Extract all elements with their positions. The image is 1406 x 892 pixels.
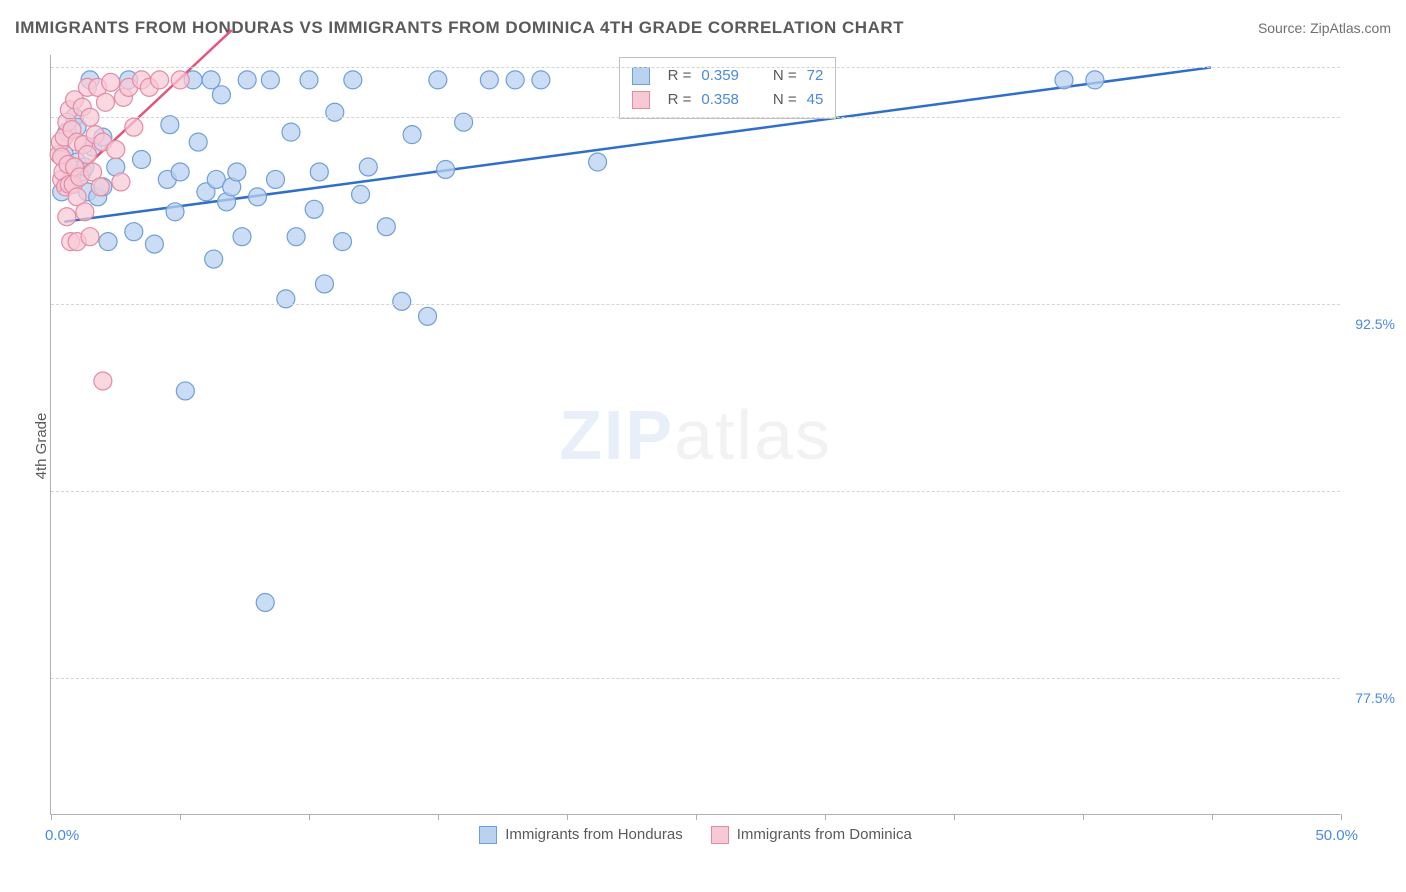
- scatter-point-honduras: [189, 133, 207, 151]
- scatter-point-honduras: [455, 113, 473, 131]
- scatter-point-honduras: [1086, 71, 1104, 89]
- r-value: 0.358: [701, 88, 739, 112]
- grid-line: [51, 491, 1340, 492]
- scatter-point-honduras: [506, 71, 524, 89]
- grid-line: [51, 67, 1340, 68]
- grid-line: [51, 117, 1340, 118]
- scatter-point-dominica: [76, 203, 94, 221]
- legend-label: Immigrants from Dominica: [737, 826, 912, 843]
- legend-swatch-dominica: [711, 826, 729, 844]
- x-axis-min-label: 0.0%: [45, 827, 79, 844]
- scatter-point-dominica: [94, 372, 112, 390]
- scatter-point-honduras: [352, 185, 370, 203]
- scatter-point-honduras: [233, 228, 251, 246]
- y-axis-label: 4th Grade: [33, 413, 50, 480]
- scatter-point-dominica: [102, 73, 120, 91]
- scatter-point-honduras: [125, 223, 143, 241]
- scatter-point-honduras: [287, 228, 305, 246]
- bottom-legend-item-honduras: Immigrants from Honduras: [479, 826, 683, 844]
- scatter-point-honduras: [344, 71, 362, 89]
- scatter-point-honduras: [300, 71, 318, 89]
- scatter-point-dominica: [151, 71, 169, 89]
- legend-swatch-dominica: [632, 91, 650, 109]
- x-tick: [1212, 814, 1213, 820]
- scatter-point-honduras: [1055, 71, 1073, 89]
- scatter-point-honduras: [205, 250, 223, 268]
- stats-legend: R = 0.359N = 72R = 0.358N = 45: [619, 57, 837, 119]
- n-label: N =: [773, 88, 797, 112]
- scatter-point-honduras: [166, 203, 184, 221]
- scatter-point-honduras: [171, 163, 189, 181]
- scatter-point-honduras: [429, 71, 447, 89]
- chart-svg: [51, 55, 1340, 814]
- stats-legend-row-dominica: R = 0.358 N = 45: [632, 88, 824, 112]
- scatter-point-honduras: [334, 233, 352, 251]
- scatter-point-honduras: [145, 235, 163, 253]
- scatter-point-honduras: [176, 382, 194, 400]
- scatter-point-honduras: [480, 71, 498, 89]
- chart-title: IMMIGRANTS FROM HONDURAS VS IMMIGRANTS F…: [15, 18, 904, 38]
- scatter-point-dominica: [112, 173, 130, 191]
- y-tick-label: 77.5%: [1355, 690, 1395, 706]
- source-attribution: Source: ZipAtlas.com: [1258, 20, 1391, 36]
- x-axis-max-label: 50.0%: [1315, 827, 1358, 844]
- scatter-point-honduras: [161, 116, 179, 134]
- scatter-point-dominica: [91, 178, 109, 196]
- x-tick: [309, 814, 310, 820]
- scatter-point-honduras: [238, 71, 256, 89]
- bottom-legend-item-dominica: Immigrants from Dominica: [711, 826, 912, 844]
- source-prefix: Source:: [1258, 20, 1306, 36]
- grid-line: [51, 678, 1340, 679]
- scatter-point-dominica: [107, 141, 125, 159]
- x-tick: [696, 814, 697, 820]
- chart-container: IMMIGRANTS FROM HONDURAS VS IMMIGRANTS F…: [0, 0, 1406, 892]
- r-label: R =: [668, 88, 692, 112]
- scatter-point-honduras: [403, 126, 421, 144]
- scatter-point-honduras: [393, 292, 411, 310]
- scatter-point-honduras: [99, 233, 117, 251]
- x-tick: [1083, 814, 1084, 820]
- scatter-point-dominica: [125, 118, 143, 136]
- scatter-point-honduras: [419, 307, 437, 325]
- scatter-point-honduras: [212, 86, 230, 104]
- scatter-point-honduras: [532, 71, 550, 89]
- n-value: 45: [807, 88, 824, 112]
- scatter-point-dominica: [171, 71, 189, 89]
- scatter-point-dominica: [81, 228, 99, 246]
- plot-area: ZIPatlas R = 0.359N = 72R = 0.358N = 45 …: [50, 55, 1340, 815]
- scatter-point-honduras: [377, 218, 395, 236]
- x-tick: [567, 814, 568, 820]
- legend-swatch-honduras: [632, 67, 650, 85]
- scatter-point-honduras: [267, 170, 285, 188]
- scatter-point-honduras: [305, 200, 323, 218]
- x-tick: [1341, 814, 1342, 820]
- scatter-point-honduras: [359, 158, 377, 176]
- bottom-legend: Immigrants from Honduras Immigrants from …: [51, 826, 1340, 844]
- x-tick: [51, 814, 52, 820]
- grid-line: [51, 304, 1340, 305]
- scatter-point-honduras: [315, 275, 333, 293]
- scatter-point-dominica: [58, 208, 76, 226]
- x-tick: [180, 814, 181, 820]
- scatter-point-honduras: [589, 153, 607, 171]
- y-tick-label: 92.5%: [1355, 316, 1395, 332]
- scatter-point-honduras: [437, 160, 455, 178]
- scatter-point-honduras: [248, 188, 266, 206]
- scatter-point-honduras: [261, 71, 279, 89]
- legend-swatch-honduras: [479, 826, 497, 844]
- source-link[interactable]: ZipAtlas.com: [1310, 20, 1391, 36]
- scatter-point-honduras: [282, 123, 300, 141]
- scatter-point-honduras: [228, 163, 246, 181]
- scatter-point-dominica: [96, 93, 114, 111]
- x-tick: [825, 814, 826, 820]
- scatter-point-honduras: [256, 593, 274, 611]
- scatter-point-honduras: [310, 163, 328, 181]
- legend-label: Immigrants from Honduras: [505, 826, 683, 843]
- scatter-point-dominica: [78, 146, 96, 164]
- x-tick: [438, 814, 439, 820]
- x-tick: [954, 814, 955, 820]
- scatter-point-honduras: [326, 103, 344, 121]
- scatter-point-honduras: [133, 151, 151, 169]
